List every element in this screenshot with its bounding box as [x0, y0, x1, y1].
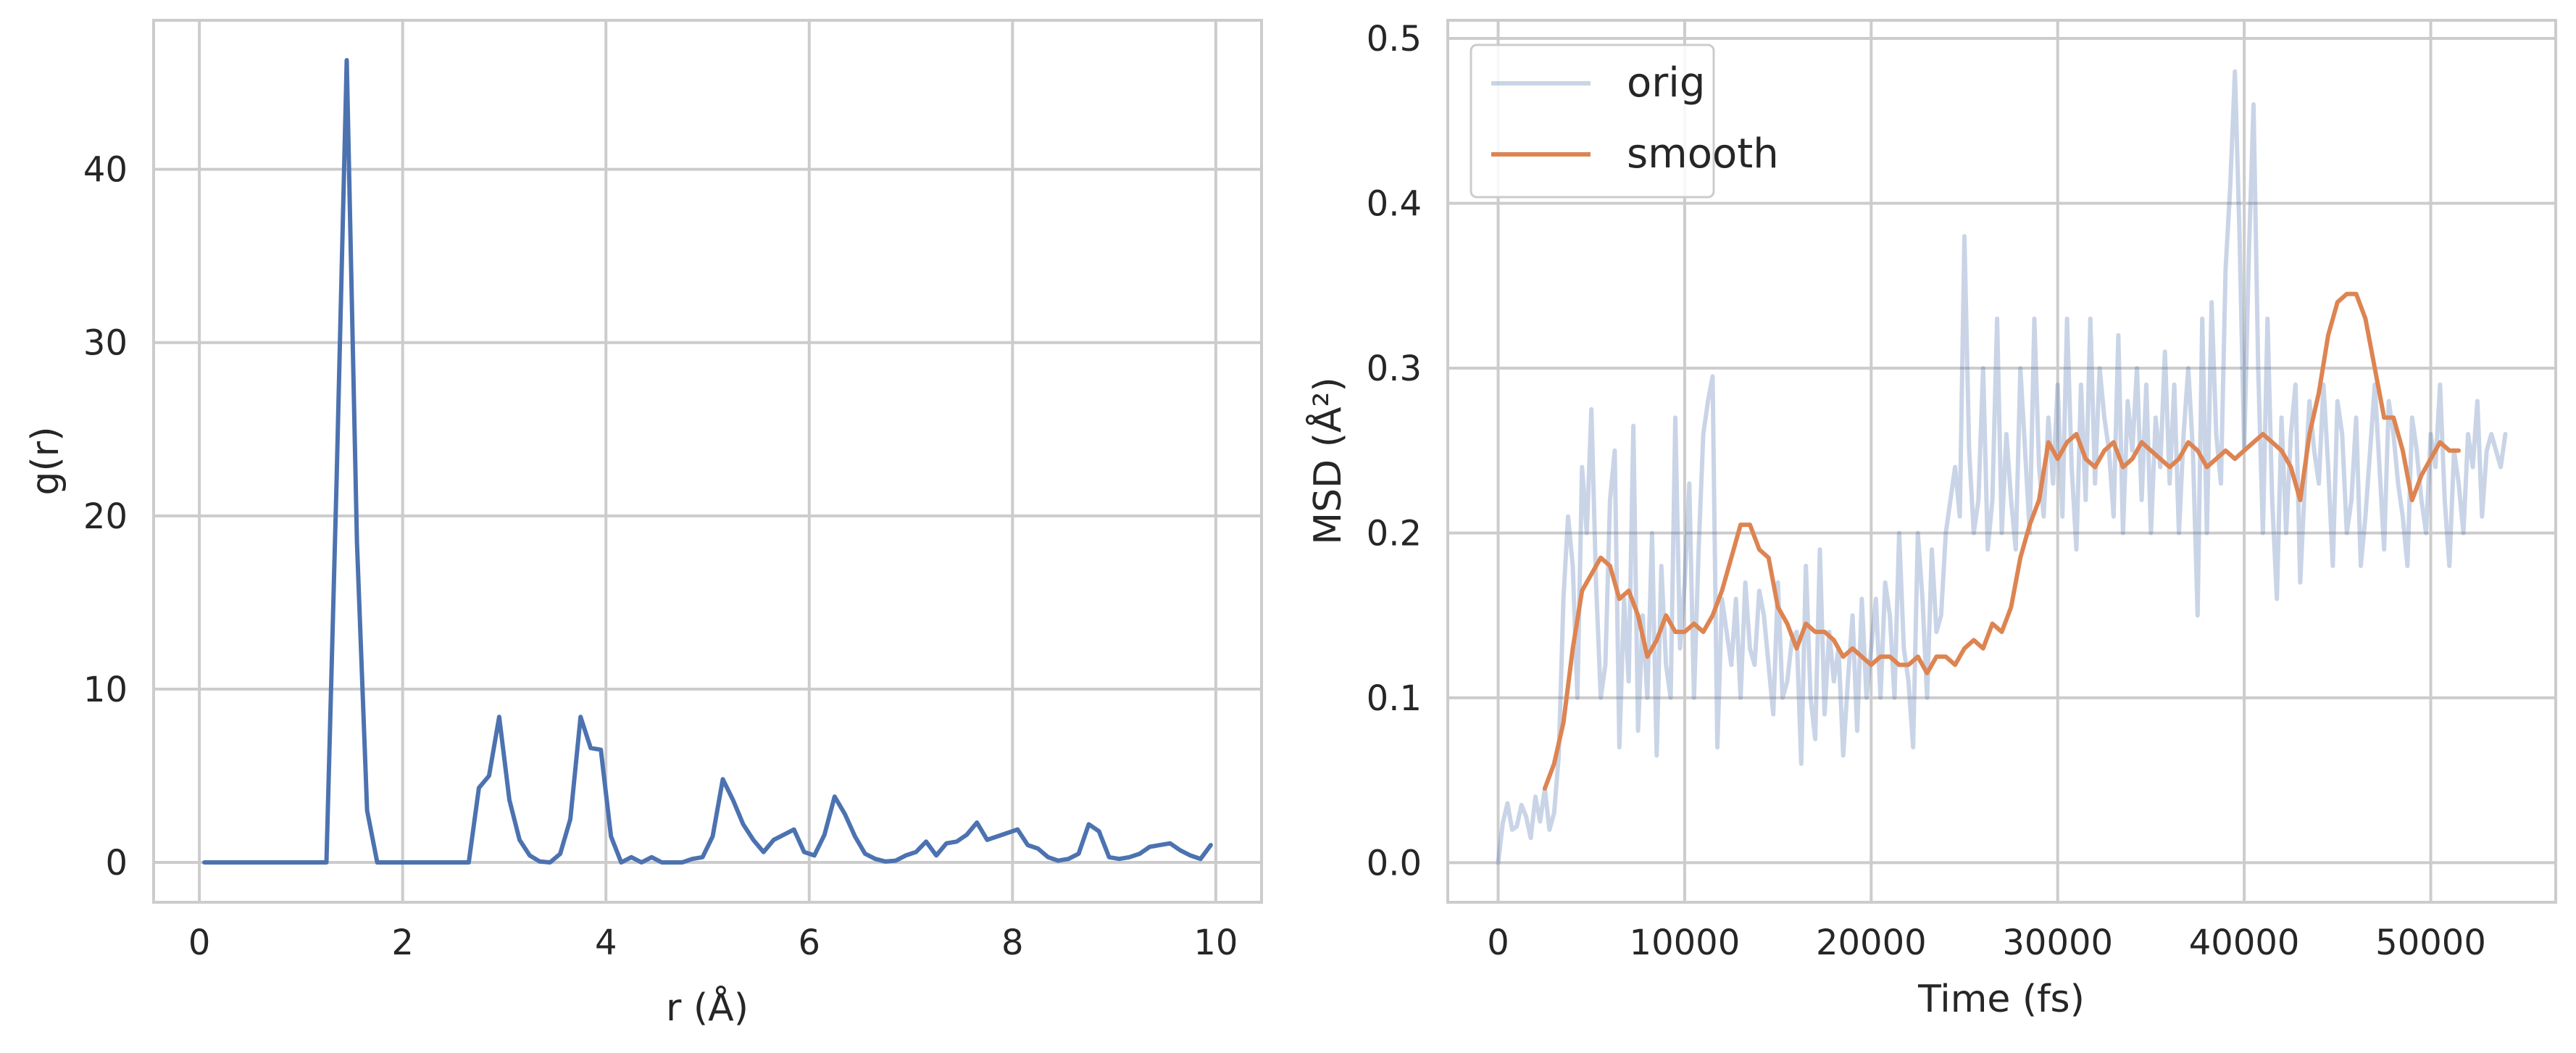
- msd-y-tick-label: 0.0: [1367, 843, 1422, 883]
- rdf-y-tick-label: 40: [83, 150, 128, 191]
- rdf-x-ticks: 0 2 4 6 8 10: [188, 923, 1238, 963]
- rdf-y-axis-title: g(r): [24, 427, 67, 496]
- rdf-x-tick-label: 4: [595, 923, 617, 963]
- rdf-y-tick-label: 20: [83, 496, 128, 537]
- legend-box: [1470, 43, 1715, 199]
- msd-y-tick-label: 0.5: [1367, 19, 1422, 59]
- rdf-x-axis-title: r (Å): [666, 985, 749, 1030]
- msd-legend: orig smooth: [1470, 43, 1779, 199]
- msd-y-tick-label: 0.1: [1367, 678, 1422, 719]
- rdf-x-tick-label: 6: [799, 923, 821, 963]
- msd-y-tick-label: 0.4: [1367, 183, 1422, 224]
- msd-series-orig-line: [1496, 69, 2508, 865]
- msd-series: [1496, 69, 2508, 865]
- rdf-y-tick-label: 0: [105, 843, 128, 883]
- legend-label-smooth: smooth: [1627, 130, 1779, 178]
- rdf-y-ticks: 0 10 20 30 40: [83, 150, 128, 883]
- msd-x-tick-label: 50000: [2375, 923, 2486, 963]
- msd-x-tick-label: 20000: [1816, 923, 1927, 963]
- msd-x-tick-label: 30000: [2002, 923, 2113, 963]
- rdf-y-tick-label: 10: [83, 670, 128, 710]
- msd-x-tick-label: 40000: [2189, 923, 2300, 963]
- msd-x-tick-label: 10000: [1630, 923, 1741, 963]
- rdf-x-tick-label: 8: [1001, 923, 1024, 963]
- msd-series-smooth-line: [1542, 291, 2462, 791]
- msd-y-tick-label: 0.3: [1367, 349, 1422, 389]
- rdf-y-tick-label: 30: [83, 323, 128, 364]
- msd-panel: 0 10000 20000 30000 40000 50000 0.00.10.20.30…: [1305, 19, 2557, 1021]
- legend-label-orig: orig: [1627, 59, 1705, 107]
- rdf-panel: 0 2 4 6 8 10 0 10 20 30 40 r (Å) g(r): [24, 19, 1263, 1030]
- rdf-x-tick-label: 0: [188, 923, 211, 963]
- rdf-series-line: [202, 58, 1213, 865]
- msd-y-ticks: 0.0 0.1 0.2 0.3 0.4 0.5: [1367, 19, 1422, 883]
- rdf-x-tick-label: 2: [391, 923, 414, 963]
- msd-x-tick-label: 0: [1487, 923, 1509, 963]
- msd-x-ticks: 0 10000 20000 30000 40000 50000: [1487, 923, 2486, 963]
- msd-grid: [1448, 20, 2556, 902]
- msd-y-tick-label: 0.2: [1367, 513, 1422, 554]
- rdf-series: [202, 58, 1213, 865]
- msd-y-axis-title: MSD (Å²): [1305, 377, 1350, 544]
- msd-plot-frame: [1446, 19, 2557, 904]
- rdf-x-tick-label: 10: [1193, 923, 1238, 963]
- rdf-grid: [154, 20, 1262, 902]
- rdf-plot-frame: [152, 19, 1263, 904]
- msd-x-axis-title: Time (fs): [1917, 978, 2085, 1021]
